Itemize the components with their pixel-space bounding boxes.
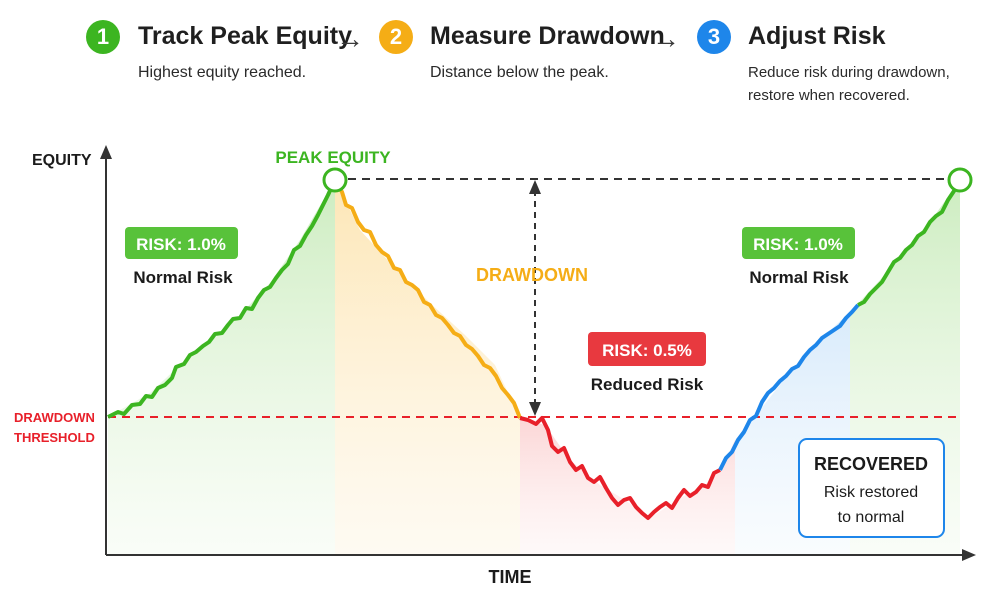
risk-caption-right: Normal Risk — [749, 268, 849, 287]
step-2-title: Measure Drawdown — [430, 22, 665, 50]
drawdown-arrow-down-icon — [529, 402, 541, 416]
risk-badge-right-bg — [742, 227, 855, 259]
arrow-right-icon: → — [652, 23, 680, 54]
peak-marker-icon — [322, 167, 348, 193]
threshold-label-line-1: DRAWDOWN — [14, 410, 95, 425]
equity-curve-drawdown — [333, 178, 522, 419]
recovered-line-2: to normal — [838, 509, 905, 526]
equity-curve-rising — [107, 179, 337, 419]
threshold-label-line-2: THRESHOLD — [14, 430, 95, 445]
risk-badge-left: RISK: 1.0% — [136, 235, 226, 254]
arrow-right-icon: → — [336, 23, 364, 54]
x-axis-arrow-icon — [962, 549, 976, 561]
step-1-title: Track Peak Equity — [138, 22, 353, 50]
new-peak-marker-icon — [947, 167, 973, 193]
risk-badge-left-bg — [125, 227, 238, 259]
step-2-badge: 2 — [379, 20, 413, 54]
risk-badge-right: RISK: 1.0% — [753, 235, 843, 254]
step-2-description: Distance below the peak. — [430, 64, 609, 81]
step-3-title: Adjust Risk — [748, 22, 886, 50]
risk-caption-mid: Reduced Risk — [591, 375, 704, 394]
equity-curve-reduced-risk — [519, 416, 721, 520]
drawdown-arrow-up-icon — [529, 180, 541, 194]
step-1-badge: 1 — [86, 20, 120, 54]
step-3-badge: 3 — [697, 20, 731, 54]
recovered-line-1: Risk restored — [824, 484, 918, 501]
equity-curve-recovery — [718, 303, 860, 471]
risk-badge-mid: RISK: 0.5% — [602, 341, 692, 360]
step-1-description: Highest equity reached. — [138, 64, 307, 81]
step-3-description-line-2: restore when recovered. — [748, 87, 910, 104]
drawdown-region — [335, 180, 520, 555]
y-axis-label: EQUITY — [32, 152, 92, 169]
equity-curve-restored — [857, 179, 962, 307]
drawdown-label: DRAWDOWN — [476, 265, 588, 285]
reduced-risk-region — [520, 418, 735, 555]
risk-badge-mid-bg — [588, 332, 706, 366]
recovered-box — [798, 438, 945, 538]
risk-caption-left: Normal Risk — [133, 268, 233, 287]
step-3-description-line-1: Reduce risk during drawdown, — [748, 64, 950, 81]
y-axis-arrow-icon — [100, 145, 112, 159]
recovered-title: RECOVERED — [814, 454, 928, 474]
x-axis-label: TIME — [489, 567, 532, 587]
peak-equity-label: PEAK EQUITY — [275, 148, 391, 167]
